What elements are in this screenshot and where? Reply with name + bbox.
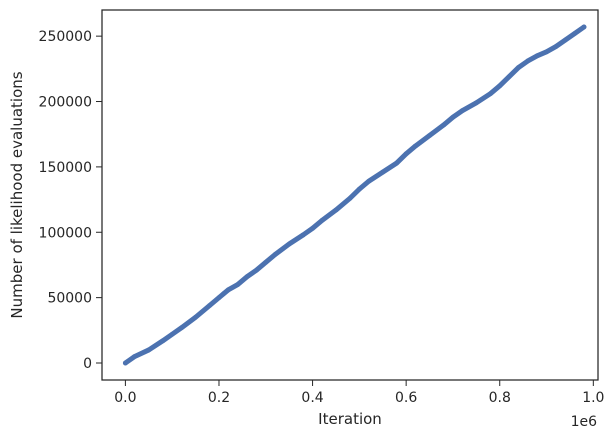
y-ticks: 0 50000 100000 150000 200000 250000 [39, 29, 102, 372]
data-point [207, 303, 213, 308]
data-point [356, 186, 362, 192]
data-point [169, 331, 175, 337]
data-point [562, 37, 568, 43]
data-point [497, 83, 503, 89]
data-point [581, 24, 587, 30]
y-tick-label: 50000 [47, 291, 92, 307]
data-point [193, 314, 198, 320]
y-tick-label: 0 [83, 356, 92, 372]
data-point [319, 218, 325, 223]
x-tick-label: 0.2 [208, 390, 230, 406]
data-point [146, 347, 152, 353]
series-line-0 [122, 24, 587, 366]
data-point [244, 274, 250, 280]
y-tick-label: 250000 [39, 29, 92, 45]
data-point [516, 65, 521, 70]
x-ticks: 0.0 0.2 0.4 0.6 0.8 1.0 [114, 380, 604, 406]
data-point [427, 133, 432, 138]
plot-frame [101, 9, 599, 381]
data-point [221, 291, 227, 297]
x-tick-label: 0.0 [114, 390, 136, 406]
y-tick-label: 100000 [39, 225, 92, 241]
data-point [179, 325, 184, 331]
data-point [450, 114, 456, 120]
data-point [310, 225, 315, 231]
data-point [534, 53, 540, 59]
data-point [506, 74, 512, 80]
y-tick-label: 150000 [39, 160, 92, 176]
data-point [525, 58, 531, 64]
data-point [413, 143, 418, 149]
data-point [333, 207, 339, 213]
data-point [132, 354, 138, 359]
data-point [254, 267, 259, 273]
data-point [225, 287, 231, 293]
data-point [572, 31, 577, 36]
data-point [123, 360, 128, 366]
x-tick-label: 0.4 [301, 390, 323, 406]
x-axis-label: Iteration [318, 410, 382, 428]
x-tick-label: 0.6 [395, 390, 417, 406]
data-point [347, 195, 353, 201]
data-point [216, 295, 222, 301]
data-point [235, 282, 241, 287]
data-point [473, 100, 479, 106]
y-tick-label: 200000 [39, 95, 92, 111]
data-point [553, 44, 559, 50]
data-point [300, 232, 306, 238]
x-tick-label: 1.0 [582, 390, 604, 406]
x-tick-label: 0.8 [489, 390, 511, 406]
plot-area [101, 9, 599, 381]
y-axis-label: Number of likelihood evaluations [8, 71, 26, 318]
data-point [487, 91, 493, 97]
data-point [263, 259, 269, 265]
data-point [380, 169, 386, 175]
data-point [544, 49, 549, 55]
x-offset-label: 1e6 [571, 414, 598, 430]
data-point [272, 252, 278, 257]
data-point [286, 241, 292, 247]
data-point [160, 338, 166, 344]
data-point [459, 108, 465, 114]
data-point [403, 151, 409, 157]
data-point [366, 178, 372, 184]
data-point [441, 122, 446, 128]
data-point [394, 160, 400, 166]
